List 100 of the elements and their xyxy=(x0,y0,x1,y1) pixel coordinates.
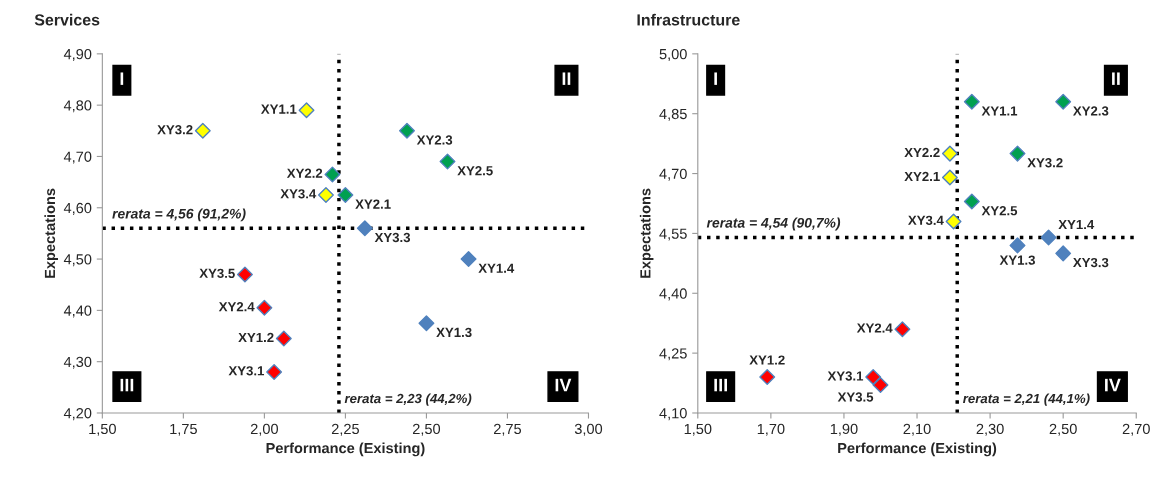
y-tick-label: 4,40 xyxy=(63,305,92,318)
point xyxy=(324,166,341,183)
point xyxy=(1009,145,1026,162)
point xyxy=(872,377,889,394)
y-tick-label: 4,40 xyxy=(659,288,687,301)
point xyxy=(894,321,911,338)
annotation: XY2.5 xyxy=(457,166,493,176)
annotation: XY3.4 xyxy=(908,215,944,225)
annotation: XY2.4 xyxy=(856,323,893,333)
x-tick-label: 2,70 xyxy=(1122,423,1150,436)
ref-line-label: rerata = 2,23 (44,2%) xyxy=(344,393,472,406)
annotation: XY1.3 xyxy=(436,327,472,338)
point xyxy=(298,102,315,119)
y-tick-label: 4,90 xyxy=(63,48,92,61)
x-tick-label: 3,00 xyxy=(574,423,603,436)
annotation: XY3.2 xyxy=(1027,158,1063,168)
point xyxy=(418,315,435,332)
annotation: XY1.2 xyxy=(238,332,274,342)
annotation: III xyxy=(120,378,134,392)
point xyxy=(1055,245,1072,262)
annotation: XY1.1 xyxy=(260,104,297,114)
chart-title: Infrastructure xyxy=(637,13,740,26)
point xyxy=(759,369,776,386)
x-tick-label: 1,90 xyxy=(830,423,858,436)
x-axis-title: Performance (Existing) xyxy=(266,442,425,457)
annotation: XY2.1 xyxy=(904,171,940,181)
annotation: IV xyxy=(1105,378,1121,392)
x-tick-label: 2,00 xyxy=(250,423,279,436)
annotation: XY3.3 xyxy=(1073,257,1109,268)
ref-line-label: rerata = 2,21 (44,1%) xyxy=(963,393,1090,406)
annotation: XY2.2 xyxy=(904,147,940,158)
point xyxy=(256,299,273,316)
point xyxy=(317,186,334,203)
y-tick-label: 4,80 xyxy=(63,100,92,113)
point xyxy=(266,363,283,380)
annotation: XY3.5 xyxy=(837,392,874,402)
annotation: I xyxy=(120,72,124,85)
annotation: IV xyxy=(555,378,572,392)
point xyxy=(963,193,980,210)
point xyxy=(399,122,415,139)
y-tick-label: 4,70 xyxy=(659,168,687,181)
x-tick-label: 1,50 xyxy=(89,423,116,436)
point xyxy=(194,122,211,139)
annotation: XY3.4 xyxy=(280,189,317,199)
y-axis-title: Expectations xyxy=(44,188,58,278)
annotation: XY3.5 xyxy=(199,268,235,279)
point xyxy=(941,169,958,186)
x-tick-label: 1,50 xyxy=(684,423,712,436)
point xyxy=(236,266,253,283)
point xyxy=(1009,237,1026,254)
ref-line-label: rerata = 4,54 (90,7%) xyxy=(706,217,841,231)
annotation: XY1.1 xyxy=(981,106,1018,116)
annotation: I xyxy=(714,72,717,85)
annotation: III xyxy=(714,378,727,392)
point xyxy=(1055,93,1072,110)
annotation: XY2.3 xyxy=(416,135,453,145)
point xyxy=(460,251,477,268)
x-tick-label: 2,50 xyxy=(1049,423,1077,436)
point xyxy=(865,369,882,386)
point xyxy=(439,153,456,170)
point xyxy=(945,213,962,230)
annotation: XY1.2 xyxy=(749,355,785,365)
x-tick-label: 1,75 xyxy=(170,423,197,436)
annotation: XY3.2 xyxy=(157,125,193,135)
y-tick-label: 4,60 xyxy=(63,202,92,215)
point xyxy=(337,186,354,203)
annotation: XY2.1 xyxy=(355,199,391,209)
annotation: II xyxy=(562,72,571,85)
x-tick-label: 2,30 xyxy=(976,423,1004,436)
annotation: XY1.4 xyxy=(1058,220,1095,230)
x-tick-label: 2,50 xyxy=(412,423,441,436)
x-tick-label: 2,10 xyxy=(903,423,931,436)
annotation: XY3.3 xyxy=(374,232,411,243)
y-tick-label: 4,50 xyxy=(63,254,92,267)
chart-title: Services xyxy=(34,13,100,26)
y-tick-label: 4,85 xyxy=(659,108,687,121)
annotation: XY2.4 xyxy=(218,302,255,312)
point xyxy=(963,93,980,110)
annotation: XY2.2 xyxy=(286,168,323,178)
y-tick-label: 5,00 xyxy=(659,48,687,61)
y-tick-label: 4,25 xyxy=(659,348,687,361)
x-axis-title: Performance (Existing) xyxy=(838,442,997,457)
y-tick-label: 4,20 xyxy=(63,408,92,421)
x-tick-label: 2,75 xyxy=(494,423,522,436)
point xyxy=(356,220,373,237)
annotation: XY3.1 xyxy=(228,366,265,376)
y-tick-label: 4,55 xyxy=(659,228,687,241)
y-tick-label: 4,30 xyxy=(63,356,92,369)
annotation: XY1.3 xyxy=(999,255,1035,265)
y-tick-label: 4,70 xyxy=(63,151,92,164)
ref-line-label: rerata = 4,56 (91,2%) xyxy=(112,208,246,222)
annotation: XY2.3 xyxy=(1073,106,1109,116)
point xyxy=(941,145,958,162)
y-tick-label: 4,10 xyxy=(659,408,687,421)
y-axis-title: Expectations xyxy=(639,188,654,278)
point xyxy=(1040,229,1057,246)
annotation: XY3.1 xyxy=(827,371,864,381)
annotation: XY2.5 xyxy=(981,206,1018,216)
annotation: II xyxy=(1112,72,1120,85)
point xyxy=(275,330,292,347)
